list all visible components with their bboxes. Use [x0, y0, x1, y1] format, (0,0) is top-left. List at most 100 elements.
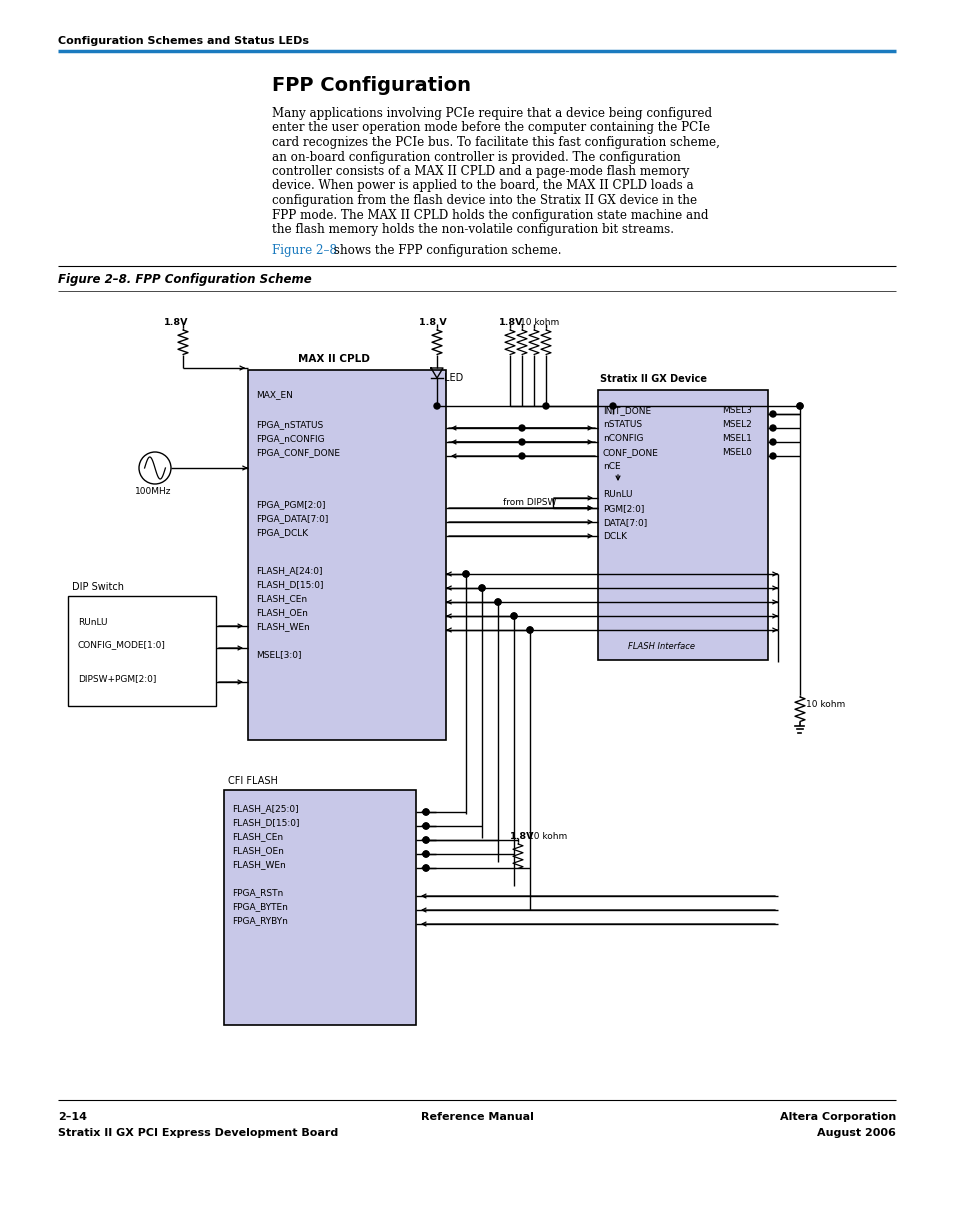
Text: 1.8V: 1.8V — [498, 318, 523, 328]
Text: FPP Configuration: FPP Configuration — [272, 76, 471, 94]
Text: Figure 2–8: Figure 2–8 — [272, 244, 336, 256]
Text: Reference Manual: Reference Manual — [420, 1112, 533, 1121]
Text: CONFIG_MODE[1:0]: CONFIG_MODE[1:0] — [78, 640, 166, 649]
Circle shape — [609, 402, 616, 409]
Circle shape — [769, 411, 775, 417]
Circle shape — [526, 627, 533, 633]
Circle shape — [518, 453, 524, 459]
Text: FLASH_WEn: FLASH_WEn — [255, 622, 310, 631]
Bar — [224, 790, 416, 1025]
Circle shape — [769, 425, 775, 431]
Text: nCONFIG: nCONFIG — [602, 434, 643, 443]
Bar — [248, 371, 446, 740]
Circle shape — [526, 627, 533, 633]
Circle shape — [495, 599, 500, 605]
Circle shape — [796, 402, 802, 409]
Circle shape — [495, 599, 500, 605]
Circle shape — [434, 402, 439, 409]
Text: nSTATUS: nSTATUS — [602, 420, 641, 429]
Text: LED: LED — [443, 373, 463, 383]
Circle shape — [478, 585, 484, 591]
Text: FLASH_A[24:0]: FLASH_A[24:0] — [255, 566, 322, 575]
Text: CONF_DONE: CONF_DONE — [602, 448, 659, 456]
Circle shape — [796, 402, 802, 409]
Circle shape — [769, 453, 775, 459]
Text: FPGA_RYBYn: FPGA_RYBYn — [232, 917, 288, 925]
Text: shows the FPP configuration scheme.: shows the FPP configuration scheme. — [330, 244, 561, 256]
Bar — [68, 596, 215, 706]
Circle shape — [422, 809, 429, 815]
Text: 10 kohm: 10 kohm — [527, 832, 567, 840]
Text: FLASH_OEn: FLASH_OEn — [232, 845, 284, 855]
Text: FPGA_DATA[7:0]: FPGA_DATA[7:0] — [255, 514, 328, 523]
Text: MSEL[3:0]: MSEL[3:0] — [255, 650, 301, 659]
Text: FPGA_nSTATUS: FPGA_nSTATUS — [255, 420, 323, 429]
Circle shape — [518, 425, 524, 431]
Text: FPP mode. The MAX II CPLD holds the configuration state machine and: FPP mode. The MAX II CPLD holds the conf… — [272, 209, 708, 222]
Text: FLASH_D[15:0]: FLASH_D[15:0] — [232, 818, 299, 827]
Text: Figure 2–8. FPP Configuration Scheme: Figure 2–8. FPP Configuration Scheme — [58, 272, 312, 286]
Text: Stratix II GX Device: Stratix II GX Device — [599, 374, 706, 384]
Circle shape — [422, 865, 429, 871]
Circle shape — [511, 614, 517, 618]
Text: configuration from the flash device into the Stratix II GX device in the: configuration from the flash device into… — [272, 194, 697, 207]
Text: 2–14: 2–14 — [58, 1112, 87, 1121]
Text: FPGA_nCONFIG: FPGA_nCONFIG — [255, 434, 324, 443]
Text: device. When power is applied to the board, the MAX II CPLD loads a: device. When power is applied to the boa… — [272, 179, 693, 193]
Text: DIP Switch: DIP Switch — [71, 582, 124, 591]
Text: August 2006: August 2006 — [817, 1128, 895, 1137]
Text: FPGA_PGM[2:0]: FPGA_PGM[2:0] — [255, 499, 325, 509]
Text: from DIPSW: from DIPSW — [502, 498, 556, 507]
Text: MAX II CPLD: MAX II CPLD — [297, 355, 370, 364]
Text: controller consists of a MAX II CPLD and a page-mode flash memory: controller consists of a MAX II CPLD and… — [272, 164, 689, 178]
Text: RUnLU: RUnLU — [602, 490, 632, 499]
Circle shape — [478, 585, 484, 591]
Circle shape — [422, 865, 429, 871]
Text: MSEL2: MSEL2 — [721, 420, 751, 429]
Text: FPGA_CONF_DONE: FPGA_CONF_DONE — [255, 448, 339, 456]
Circle shape — [422, 837, 429, 843]
Text: INIT_DONE: INIT_DONE — [602, 406, 651, 415]
Text: DATA[7:0]: DATA[7:0] — [602, 518, 646, 528]
Circle shape — [462, 571, 469, 577]
Text: Altera Corporation: Altera Corporation — [779, 1112, 895, 1121]
Circle shape — [422, 823, 429, 829]
Text: enter the user operation mode before the computer containing the PCIe: enter the user operation mode before the… — [272, 121, 709, 135]
Text: FLASH_WEn: FLASH_WEn — [232, 860, 286, 869]
Text: FLASH_CEn: FLASH_CEn — [255, 594, 307, 602]
Text: CFI FLASH: CFI FLASH — [228, 775, 277, 787]
Text: FPGA_DCLK: FPGA_DCLK — [255, 528, 308, 537]
Circle shape — [139, 452, 171, 483]
Text: nCE: nCE — [602, 463, 620, 471]
Text: Configuration Schemes and Status LEDs: Configuration Schemes and Status LEDs — [58, 36, 309, 45]
Circle shape — [462, 571, 469, 577]
Text: 1.8V: 1.8V — [510, 832, 534, 840]
Text: FPGA_RSTn: FPGA_RSTn — [232, 888, 283, 897]
Circle shape — [542, 402, 548, 409]
Text: the flash memory holds the non-volatile configuration bit streams.: the flash memory holds the non-volatile … — [272, 223, 673, 236]
Text: MSEL3: MSEL3 — [721, 406, 751, 415]
Bar — [598, 390, 767, 660]
Text: Stratix II GX PCI Express Development Board: Stratix II GX PCI Express Development Bo… — [58, 1128, 338, 1137]
Text: 10 kohm: 10 kohm — [805, 699, 844, 709]
Text: MAX_EN: MAX_EN — [255, 390, 293, 399]
Text: DIPSW+PGM[2:0]: DIPSW+PGM[2:0] — [78, 674, 156, 683]
Text: 100MHz: 100MHz — [135, 487, 172, 496]
Text: MSEL0: MSEL0 — [721, 448, 751, 456]
Text: PGM[2:0]: PGM[2:0] — [602, 504, 643, 513]
Text: FLASH_CEn: FLASH_CEn — [232, 832, 283, 840]
Text: FPGA_BYTEn: FPGA_BYTEn — [232, 902, 288, 910]
Circle shape — [422, 823, 429, 829]
Text: card recognizes the PCIe bus. To facilitate this fast configuration scheme,: card recognizes the PCIe bus. To facilit… — [272, 136, 720, 148]
Text: 10 kohm: 10 kohm — [519, 318, 558, 328]
Text: MSEL1: MSEL1 — [721, 434, 751, 443]
Text: 1.8V: 1.8V — [164, 318, 189, 328]
Text: FLASH_D[15:0]: FLASH_D[15:0] — [255, 580, 323, 589]
Text: DCLK: DCLK — [602, 533, 626, 541]
Text: an on-board configuration controller is provided. The configuration: an on-board configuration controller is … — [272, 151, 680, 163]
Text: FLASH_OEn: FLASH_OEn — [255, 609, 308, 617]
Circle shape — [769, 439, 775, 445]
Circle shape — [422, 852, 429, 856]
Circle shape — [518, 439, 524, 445]
Text: FLASH_A[25:0]: FLASH_A[25:0] — [232, 804, 298, 814]
